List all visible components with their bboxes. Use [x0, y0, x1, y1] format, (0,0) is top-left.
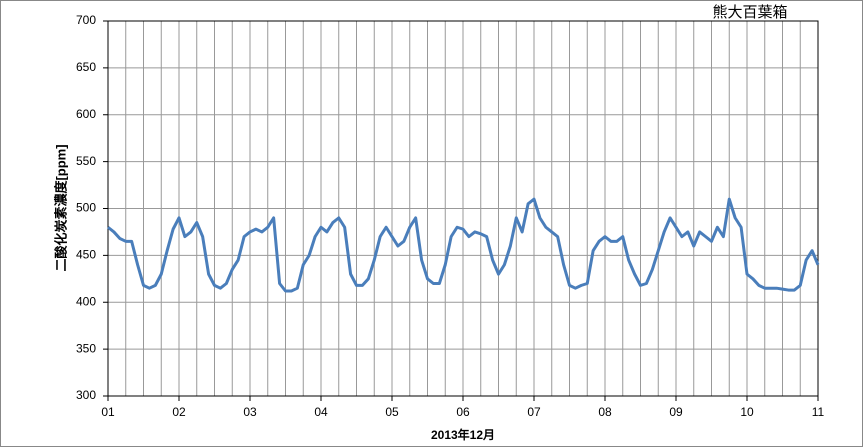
y-axis-title: 二酸化炭素濃度[ppm] [53, 144, 68, 271]
y-tick-label: 450 [76, 248, 96, 262]
y-tick-label: 400 [76, 294, 96, 308]
x-tick-label: 09 [669, 405, 683, 419]
y-tick-label: 500 [76, 201, 96, 215]
chart-title: 熊大百葉箱 [712, 4, 787, 21]
x-axis-title: 2013年12月 [431, 427, 495, 442]
y-tick-label: 350 [76, 341, 96, 355]
data-line [107, 197, 820, 293]
x-tick-label: 05 [385, 405, 399, 419]
x-tick-label: 01 [101, 405, 115, 419]
x-tick-label: 06 [456, 405, 470, 419]
y-tick-label: 550 [76, 154, 96, 168]
x-tick-label: 02 [172, 405, 186, 419]
y-tick-label: 700 [76, 13, 96, 27]
x-tick-label: 10 [740, 405, 754, 419]
x-tick-label: 11 [812, 405, 825, 419]
x-tick-label: 07 [527, 405, 541, 419]
y-tick-label: 600 [76, 107, 96, 121]
x-tick-label: 08 [598, 405, 612, 419]
x-tick-label: 03 [243, 405, 257, 419]
y-tick-label: 650 [76, 60, 96, 74]
plot-area [107, 20, 819, 397]
y-tick-label: 300 [76, 388, 96, 402]
x-tick-label: 04 [314, 405, 328, 419]
